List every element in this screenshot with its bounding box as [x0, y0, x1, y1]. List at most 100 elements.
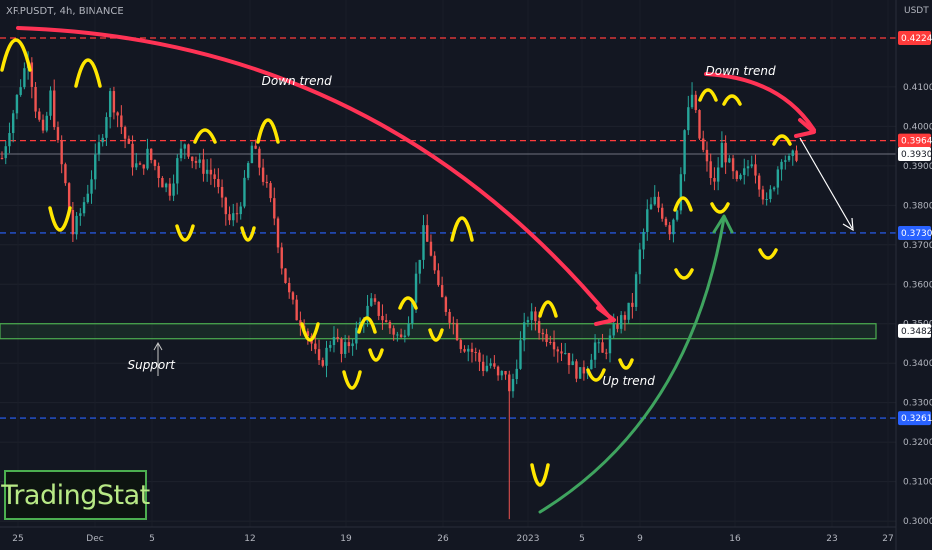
- candle-body: [325, 347, 328, 366]
- price-axis[interactable]: 0.41000.40000.39000.38000.37000.36000.35…: [895, 0, 932, 550]
- candle-body: [679, 174, 683, 211]
- candle-body: [754, 164, 757, 176]
- swing-high-mark: [357, 316, 377, 334]
- candle-body: [138, 163, 142, 165]
- candle-body: [459, 340, 462, 350]
- candle-body: [634, 274, 638, 307]
- candle-body: [743, 168, 746, 175]
- candle-body: [11, 113, 15, 134]
- price-badge-bg: [898, 30, 931, 45]
- swing-low-mark: [618, 358, 634, 370]
- candle-body: [429, 241, 433, 256]
- candle-body: [291, 292, 295, 300]
- candle-body: [608, 335, 612, 354]
- candle-body: [564, 352, 567, 354]
- price-badge: 0.3930: [898, 147, 932, 162]
- candle-body: [377, 301, 380, 316]
- candle-body: [485, 365, 489, 372]
- candle-body: [239, 206, 242, 215]
- candle-body: [702, 138, 705, 150]
- candle-body: [161, 178, 164, 188]
- swing-low-mark: [300, 322, 320, 342]
- price-badge-bg: [898, 411, 931, 426]
- brand-logo: TradingStat: [1, 470, 150, 520]
- candle-body: [452, 322, 455, 324]
- candle-body: [299, 320, 302, 326]
- y-tick-label: 0.3100: [903, 478, 932, 488]
- y-tick-label: 0.3900: [903, 162, 932, 172]
- support-pointer-head: [153, 341, 163, 351]
- y-tick-label: 0.3400: [903, 359, 932, 369]
- candle-body: [172, 183, 175, 196]
- candle-body: [321, 360, 324, 366]
- candle-body: [619, 315, 623, 329]
- candle-body: [146, 148, 149, 169]
- candle-body: [422, 225, 425, 260]
- down-trend-arrowhead-2: [794, 118, 816, 138]
- candle-body: [597, 342, 600, 344]
- candle-body: [194, 161, 198, 163]
- candle-body: [41, 119, 45, 131]
- candle-body: [470, 348, 474, 352]
- y-tick-label: 0.3800: [903, 201, 932, 211]
- candle-body: [261, 167, 265, 182]
- candle-body: [780, 161, 783, 170]
- candle-body: [355, 327, 358, 344]
- candle-body: [705, 149, 709, 162]
- price-badge-label: 0.3261: [901, 414, 932, 424]
- candle-body: [571, 361, 574, 366]
- candle-body: [493, 363, 496, 367]
- projection-line: [799, 137, 853, 229]
- price-badge: 0.3261: [898, 411, 932, 426]
- candle-body: [399, 334, 403, 337]
- candle-body: [463, 349, 466, 352]
- candle-body: [664, 218, 668, 226]
- candle-body: [187, 144, 190, 157]
- annotation-label: Down trend: [262, 74, 332, 88]
- time-axis[interactable]: 25 Dec 5 12 19 26 2023 5 9 16 23 27: [0, 526, 896, 544]
- candle-body: [560, 351, 563, 354]
- price-axis-currency: USDT: [904, 6, 929, 16]
- swing-low-mark: [342, 370, 362, 390]
- annotation-label: Down trend: [706, 64, 776, 78]
- candle-body: [79, 213, 82, 216]
- price-badge-label: 0.3730: [901, 229, 932, 239]
- candle-body: [716, 167, 720, 182]
- price-badge-label: 0.3930: [901, 150, 932, 160]
- x-tick-label: 2023: [517, 534, 540, 544]
- candle-body: [537, 321, 541, 333]
- candle-body: [675, 210, 679, 220]
- candle-body: [534, 311, 537, 322]
- swing-low-mark: [48, 206, 72, 232]
- candle-body: [713, 178, 716, 182]
- candle-body: [101, 137, 104, 143]
- x-tick-label: 23: [826, 534, 837, 544]
- candle-body: [183, 144, 186, 149]
- candle-body: [94, 154, 97, 180]
- candle-body: [381, 315, 384, 321]
- candle-body: [4, 146, 7, 159]
- x-tick-label: 9: [637, 534, 643, 544]
- swing-low-mark: [368, 348, 384, 362]
- price-badge-label: 0.4224: [901, 34, 932, 44]
- candle-body: [220, 186, 224, 198]
- candle-body: [478, 352, 481, 362]
- candle-body: [437, 270, 440, 286]
- candle-body: [82, 202, 86, 214]
- x-tick-label: 16: [729, 534, 741, 544]
- candle-body: [720, 142, 724, 168]
- candle-body: [0, 157, 4, 159]
- y-tick-label: 0.3000: [903, 517, 932, 527]
- candle-body: [105, 117, 108, 138]
- candle-body: [157, 166, 160, 179]
- candle-body: [552, 342, 556, 350]
- candle-body: [123, 127, 127, 139]
- candle-body: [269, 183, 272, 199]
- candle-body: [511, 379, 515, 392]
- swing-high-mark: [538, 300, 558, 318]
- candle-body: [496, 366, 500, 376]
- price-badge-bg: [898, 133, 931, 148]
- candle-body: [8, 133, 11, 147]
- candle-body: [772, 187, 776, 190]
